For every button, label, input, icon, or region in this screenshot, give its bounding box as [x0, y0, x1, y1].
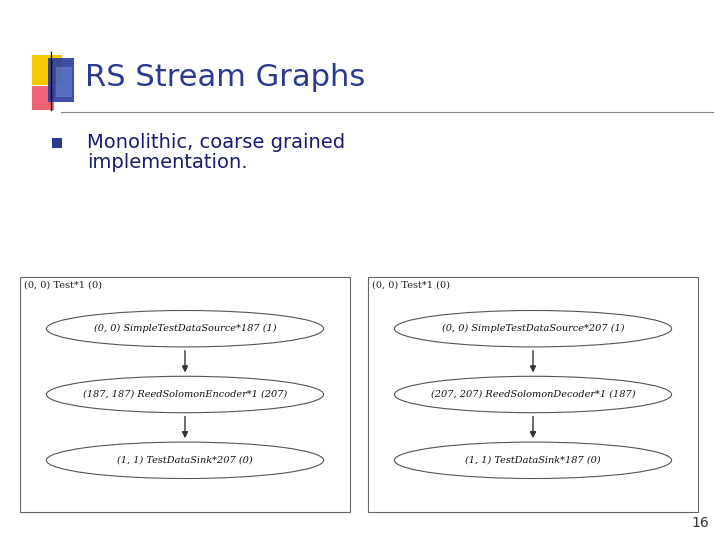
Text: (1, 1) TestDataSink*207 (0): (1, 1) TestDataSink*207 (0): [117, 456, 253, 465]
FancyBboxPatch shape: [20, 277, 350, 512]
FancyBboxPatch shape: [48, 58, 74, 102]
Ellipse shape: [46, 376, 323, 413]
Text: (0, 0) Test*1 (0): (0, 0) Test*1 (0): [372, 281, 450, 290]
Text: implementation.: implementation.: [87, 153, 248, 172]
Text: (187, 187) ReedSolomonEncoder*1 (207): (187, 187) ReedSolomonEncoder*1 (207): [83, 390, 287, 399]
FancyBboxPatch shape: [32, 55, 62, 85]
Text: (0, 0) SimpleTestDataSource*207 (1): (0, 0) SimpleTestDataSource*207 (1): [442, 324, 624, 333]
Ellipse shape: [46, 442, 323, 478]
Text: (207, 207) ReedSolomonDecoder*1 (187): (207, 207) ReedSolomonDecoder*1 (187): [431, 390, 635, 399]
FancyBboxPatch shape: [56, 67, 72, 97]
Text: RS Stream Graphs: RS Stream Graphs: [85, 64, 365, 92]
Ellipse shape: [46, 310, 323, 347]
Text: (0, 0) SimpleTestDataSource*187 (1): (0, 0) SimpleTestDataSource*187 (1): [94, 324, 276, 333]
Text: (1, 1) TestDataSink*187 (0): (1, 1) TestDataSink*187 (0): [465, 456, 600, 465]
Text: (0, 0) Test*1 (0): (0, 0) Test*1 (0): [24, 281, 102, 290]
Text: 16: 16: [691, 516, 709, 530]
FancyBboxPatch shape: [52, 138, 62, 148]
Ellipse shape: [395, 376, 672, 413]
Ellipse shape: [395, 442, 672, 478]
FancyBboxPatch shape: [368, 277, 698, 512]
FancyBboxPatch shape: [32, 86, 54, 110]
Text: Monolithic, coarse grained: Monolithic, coarse grained: [87, 132, 345, 152]
Ellipse shape: [395, 310, 672, 347]
